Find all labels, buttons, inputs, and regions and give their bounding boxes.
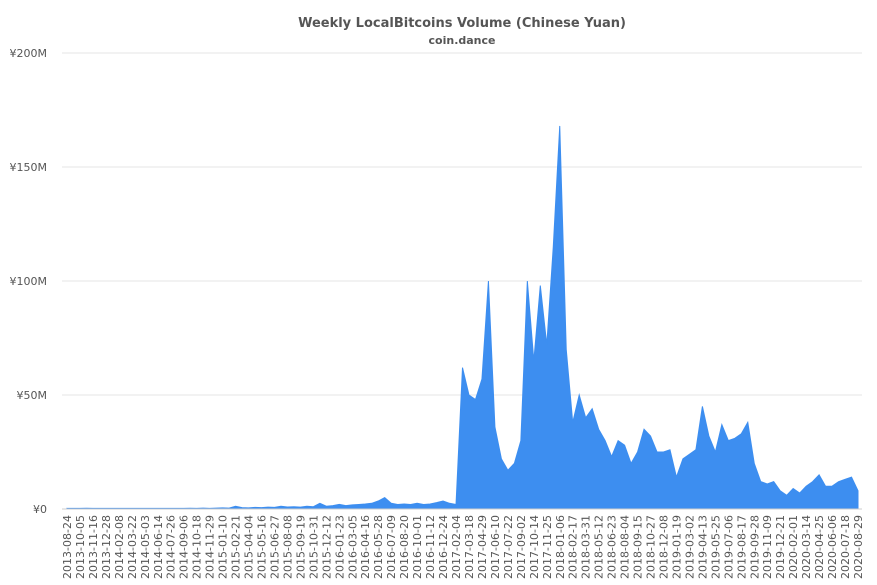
x-tick-label: 2018-01-06 (554, 515, 567, 579)
area (66, 125, 859, 510)
x-tick-label: 2017-07-22 (502, 515, 515, 579)
x-tick-label: 2020-03-14 (800, 515, 813, 579)
x-tick-label: 2015-06-27 (268, 515, 281, 579)
y-tick-label: ¥150M (10, 161, 48, 174)
x-tick-label: 2014-10-18 (191, 515, 204, 579)
x-tick-label: 2018-09-15 (632, 515, 645, 579)
x-tick-label: 2016-08-20 (398, 515, 411, 579)
y-tick-label: ¥200M (10, 47, 48, 60)
x-tick-label: 2015-05-16 (256, 515, 269, 579)
x-tick-label: 2017-10-14 (528, 515, 541, 579)
x-tick-label: 2019-03-02 (683, 515, 696, 579)
x-tick-label: 2019-08-17 (735, 515, 748, 579)
x-tick-label: 2014-02-08 (113, 515, 126, 579)
x-tick-label: 2018-08-04 (619, 515, 632, 579)
y-tick-label: ¥0 (33, 503, 47, 516)
x-tick-label: 2019-09-28 (748, 515, 761, 579)
x-tick-label: 2016-05-28 (372, 515, 385, 579)
x-tick-label: 2019-11-09 (761, 515, 774, 579)
x-tick-label: 2017-02-04 (450, 515, 463, 579)
x-tick-label: 2018-06-23 (606, 515, 619, 579)
x-tick-label: 2014-07-26 (165, 515, 178, 579)
x-tick-label: 2017-03-18 (463, 515, 476, 579)
x-tick-label: 2013-08-24 (61, 515, 74, 579)
x-tick-label: 2019-07-06 (722, 515, 735, 579)
chart-subtitle: coin.dance (429, 34, 496, 47)
x-tick-label: 2017-09-02 (515, 515, 528, 579)
x-tick-label: 2017-04-29 (476, 515, 489, 579)
x-tick-label: 2020-02-01 (787, 515, 800, 579)
x-tick-label: 2014-09-06 (178, 515, 191, 579)
x-tick-label: 2014-03-22 (126, 515, 139, 579)
x-tick-label: 2015-12-12 (320, 515, 333, 579)
x-tick-label: 2013-10-05 (74, 515, 87, 579)
x-tick-label: 2014-06-14 (152, 515, 165, 579)
x-tick-label: 2014-11-29 (204, 515, 217, 579)
x-tick-label: 2016-04-16 (359, 515, 372, 579)
x-tick-label: 2015-01-10 (217, 515, 230, 579)
x-tick-label: 2015-02-21 (230, 515, 243, 579)
x-tick-label: 2013-11-16 (87, 515, 100, 579)
chart-title: Weekly LocalBitcoins Volume (Chinese Yua… (298, 16, 626, 31)
x-tick-label: 2013-12-28 (100, 515, 113, 579)
x-tick-label: 2019-12-21 (774, 515, 787, 579)
x-tick-label: 2016-07-09 (385, 515, 398, 579)
x-tick-label: 2015-10-31 (307, 515, 320, 579)
x-tick-label: 2020-04-25 (813, 515, 826, 579)
x-tick-label: 2019-04-13 (696, 515, 709, 579)
x-tick-label: 2017-11-25 (541, 515, 554, 579)
x-tick-label: 2018-10-27 (645, 515, 658, 579)
x-tick-label: 2016-12-24 (437, 515, 450, 579)
x-tick-label: 2020-08-29 (852, 515, 865, 579)
x-tick-label: 2018-05-12 (593, 515, 606, 579)
x-tick-label: 2014-05-03 (139, 515, 152, 579)
x-tick-label: 2020-07-18 (839, 515, 852, 579)
x-tick-label: 2016-10-01 (411, 515, 424, 579)
x-tick-label: 2016-01-23 (333, 515, 346, 579)
x-tick-label: 2015-04-04 (243, 515, 256, 579)
x-tick-label: 2015-09-19 (294, 515, 307, 579)
x-tick-label: 2019-01-19 (670, 515, 683, 579)
y-tick-label: ¥100M (10, 275, 48, 288)
x-tick-label: 2016-11-12 (424, 515, 437, 579)
x-tick-label: 2018-12-08 (657, 515, 670, 579)
x-tick-label: 2016-03-05 (346, 515, 359, 579)
x-tick-label: 2017-06-10 (489, 515, 502, 579)
x-tick-label: 2018-03-31 (580, 515, 593, 579)
x-tick-label: 2019-05-25 (709, 515, 722, 579)
y-tick-label: ¥50M (17, 389, 48, 402)
x-tick-label: 2015-08-08 (281, 515, 294, 579)
x-tick-label: 2020-06-06 (826, 515, 839, 579)
x-tick-label: 2018-02-17 (567, 515, 580, 579)
